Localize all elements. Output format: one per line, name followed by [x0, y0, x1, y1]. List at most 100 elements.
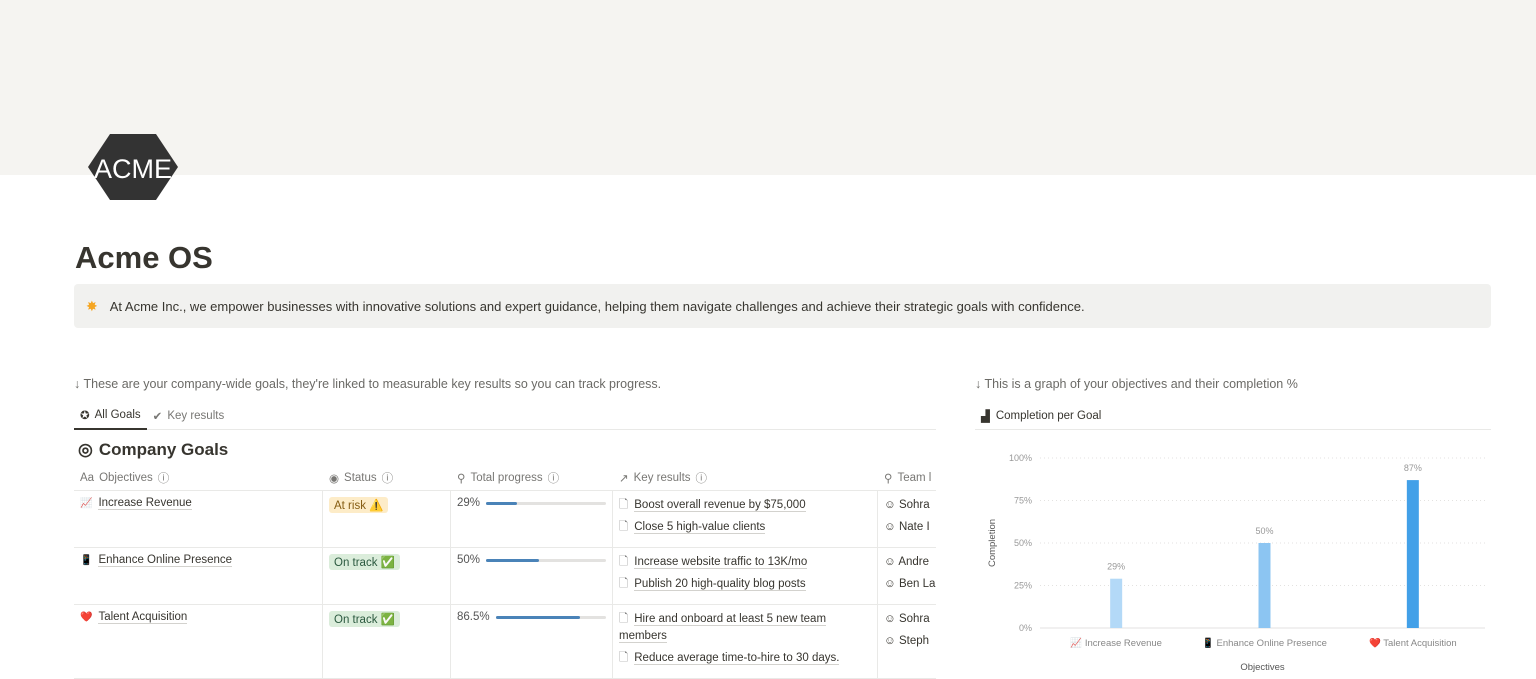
- star-circle-icon: ✪: [80, 410, 90, 422]
- objective-link[interactable]: Talent Acquisition: [98, 611, 188, 624]
- column-label: Team l: [897, 471, 932, 484]
- bar: [1110, 578, 1123, 628]
- key-result-link[interactable]: 🗋 Hire and onboard at least 5 new team me…: [619, 611, 871, 645]
- key-results-cell[interactable]: 🗋 Hire and onboard at least 5 new team me…: [613, 605, 878, 678]
- relation-arrow-icon: ↗: [619, 472, 629, 485]
- avatar-icon: ☺: [884, 556, 896, 568]
- key-result-link[interactable]: 🗋 Publish 20 high-quality blog posts: [619, 576, 871, 593]
- column-key-results[interactable]: ↗ Key results ⓘ: [613, 466, 878, 490]
- key-result-text: Publish 20 high-quality blog posts: [634, 578, 806, 591]
- view-tabs: ✪ All Goals ✔ Key results: [74, 402, 936, 430]
- avatar-icon: ☺: [884, 499, 896, 511]
- y-tick-label: 100%: [1009, 453, 1032, 463]
- objective-cell[interactable]: 📱 Enhance Online Presence: [74, 548, 323, 604]
- y-tick-label: 0%: [1019, 623, 1032, 633]
- objective-icon: ❤️: [80, 612, 93, 623]
- key-result-link[interactable]: 🗋 Increase website traffic to 13K/mo: [619, 554, 871, 571]
- database-title[interactable]: ◎ Company Goals: [78, 440, 228, 460]
- info-icon: ⓘ: [157, 472, 170, 485]
- team-member[interactable]: ☺ Ben La: [884, 576, 935, 593]
- info-icon: ⓘ: [381, 472, 394, 485]
- team-member[interactable]: ☺ Steph: [884, 633, 930, 650]
- team-cell[interactable]: ☺ Sohra ☺ Steph: [878, 605, 936, 678]
- team-member[interactable]: ☺ Sohra: [884, 497, 930, 514]
- objective-link[interactable]: Increase Revenue: [98, 497, 192, 510]
- key-result-link[interactable]: 🗋 Reduce average time-to-hire to 30 days.: [619, 650, 871, 667]
- column-objectives[interactable]: Aa Objectives ⓘ: [74, 466, 323, 490]
- team-member[interactable]: ☺ Andre: [884, 554, 930, 571]
- objective-icon: 📱: [80, 555, 93, 566]
- progress-bar: [486, 501, 606, 505]
- team-member-name: Nate I: [898, 521, 930, 533]
- y-axis-label: Completion: [987, 519, 998, 567]
- text-icon: Aa: [80, 471, 95, 484]
- status-badge: On track ✅: [329, 611, 400, 627]
- column-status[interactable]: ◉ Status ⓘ: [323, 466, 451, 490]
- objective-cell[interactable]: ❤️ Talent Acquisition: [74, 605, 323, 678]
- search-icon: ⚲: [884, 472, 893, 485]
- info-icon: ⓘ: [547, 472, 560, 485]
- page-cover: [0, 0, 1536, 175]
- bar: [1258, 543, 1271, 628]
- key-result-text: Hire and onboard at least 5 new team mem…: [619, 613, 827, 643]
- team-member-name: Sohra: [898, 613, 930, 625]
- status-icon: ◉: [329, 472, 340, 485]
- table-header: Aa Objectives ⓘ ◉ Status ⓘ ⚲ Total progress ⓘ …: [74, 466, 936, 491]
- bar-chart-icon: ▟: [981, 410, 990, 423]
- x-tick-label: 📱 Enhance Online Presence: [1202, 637, 1327, 649]
- page-title: Acme OS: [75, 240, 213, 275]
- objective-link[interactable]: Enhance Online Presence: [98, 554, 233, 567]
- tab-key-results[interactable]: ✔ Key results: [147, 402, 231, 430]
- tab-all-goals[interactable]: ✪ All Goals: [74, 402, 147, 430]
- team-member-name: Ben La: [898, 578, 936, 590]
- key-results-cell[interactable]: 🗋 Boost overall revenue by $75,000 🗋 Close …: [613, 491, 878, 547]
- team-member-name: Sohra: [898, 499, 930, 511]
- avatar-icon: ☺: [884, 578, 896, 590]
- search-icon: ⚲: [457, 472, 466, 485]
- column-label: Key results: [633, 471, 691, 484]
- status-cell[interactable]: On track ✅: [323, 605, 451, 678]
- tab-label: All Goals: [94, 409, 141, 421]
- database-title-text: Company Goals: [98, 440, 229, 459]
- status-badge: At risk ⚠️: [329, 497, 389, 513]
- x-axis-label: Objectives: [1240, 662, 1285, 672]
- goals-note: ↓ These are your company-wide goals, the…: [74, 377, 662, 391]
- data-label: 29%: [1107, 562, 1125, 572]
- team-member-name: Steph: [898, 635, 930, 647]
- column-team[interactable]: ⚲ Team l: [878, 466, 936, 490]
- table-row[interactable]: ❤️ Talent Acquisition On track ✅ 86.5% 🗋 H…: [74, 605, 936, 679]
- chart-view-title: Completion per Goal: [995, 409, 1102, 422]
- avatar-icon: ☺: [884, 635, 896, 647]
- key-results-cell[interactable]: 🗋 Increase website traffic to 13K/mo 🗋 Publ…: [613, 548, 878, 604]
- page-icon: 🗋: [619, 652, 629, 664]
- key-result-text: Increase website traffic to 13K/mo: [634, 556, 808, 569]
- x-tick-label: ❤️ Talent Acquisition: [1369, 637, 1457, 649]
- key-result-link[interactable]: 🗋 Close 5 high-value clients: [619, 519, 871, 536]
- info-icon: ⓘ: [695, 472, 708, 485]
- team-cell[interactable]: ☺ Andre ☺ Ben La: [878, 548, 936, 604]
- callout: ✸ At Acme Inc., we empower businesses wit…: [74, 284, 1491, 328]
- goals-table: Aa Objectives ⓘ ◉ Status ⓘ ⚲ Total progress ⓘ …: [74, 466, 936, 679]
- team-member[interactable]: ☺ Nate I: [884, 519, 930, 536]
- progress-label: 86.5%: [457, 611, 490, 623]
- status-cell[interactable]: At risk ⚠️: [323, 491, 451, 547]
- key-result-link[interactable]: 🗋 Boost overall revenue by $75,000: [619, 497, 871, 514]
- target-icon: ◎: [78, 440, 93, 459]
- team-cell[interactable]: ☺ Sohra ☺ Nate I: [878, 491, 936, 547]
- table-row[interactable]: 📱 Enhance Online Presence On track ✅ 50% …: [74, 548, 936, 605]
- data-label: 87%: [1404, 463, 1422, 473]
- column-total-progress[interactable]: ⚲ Total progress ⓘ: [451, 466, 613, 490]
- acme-logo: ACME: [88, 134, 178, 200]
- objective-cell[interactable]: 📈 Increase Revenue: [74, 491, 323, 547]
- progress-bar: [495, 615, 606, 619]
- completion-chart: 0% 25% 50% 75% 100% 29% 📈 Increase Revenue 50% 📱…: [987, 453, 1485, 672]
- progress-cell: 50%: [451, 548, 613, 604]
- callout-text: At Acme Inc., we empower businesses with…: [109, 298, 1085, 314]
- avatar-icon: ☺: [884, 613, 896, 625]
- page-icon: 🗋: [619, 578, 629, 590]
- key-result-text: Close 5 high-value clients: [634, 521, 766, 534]
- status-cell[interactable]: On track ✅: [323, 548, 451, 604]
- team-member[interactable]: ☺ Sohra: [884, 611, 930, 628]
- chart-view-tab[interactable]: ▟ Completion per Goal: [975, 402, 1491, 430]
- table-row[interactable]: 📈 Increase Revenue At risk ⚠️ 29% 🗋 Boost …: [74, 491, 936, 548]
